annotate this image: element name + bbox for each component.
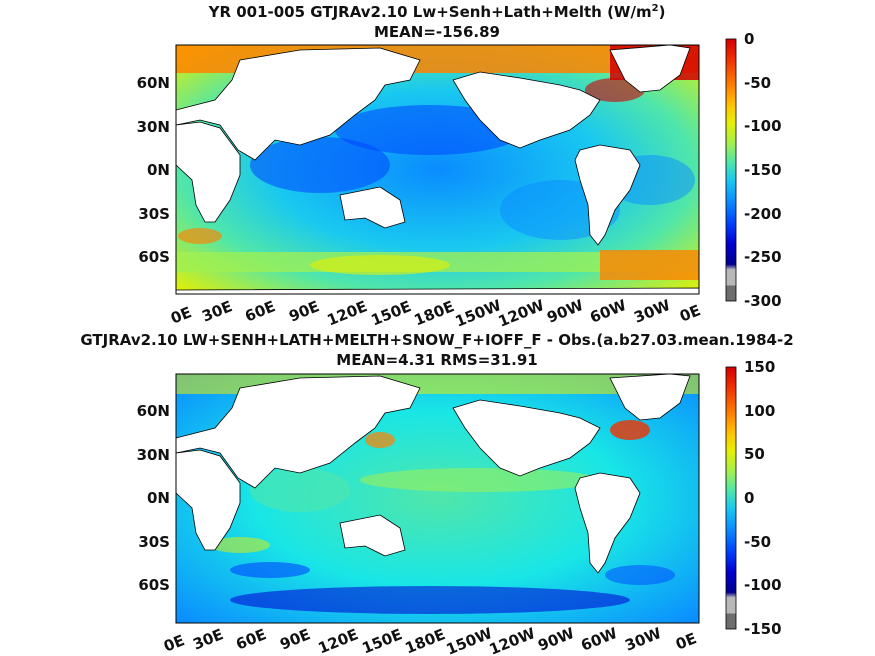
x-tick-label: 0E bbox=[677, 301, 703, 325]
colorbar-tick-label: 50 bbox=[744, 445, 765, 463]
y-tick-label: 0N bbox=[147, 161, 170, 179]
y-tick-label: 30N bbox=[137, 446, 170, 464]
panel-2-map bbox=[175, 373, 700, 624]
x-tick-label: 60E bbox=[242, 297, 278, 325]
panel-1-mean: MEAN=-156.89 bbox=[374, 23, 500, 41]
x-tick-label: 180E bbox=[402, 625, 447, 656]
x-tick-label: 30W bbox=[622, 624, 664, 655]
x-tick-label: 180E bbox=[411, 297, 456, 329]
x-tick-label: 90E bbox=[277, 625, 313, 653]
colorbar-tick-label: -50 bbox=[744, 533, 771, 551]
colorbar-tick-label: 150 bbox=[744, 358, 775, 376]
colorbar-tick-label: -200 bbox=[744, 205, 782, 223]
panel-2-title: GTJRAv2.10 LW+SENH+LATH+MELTH+SNOW_F+IOF… bbox=[80, 331, 793, 349]
panel-2-continents bbox=[175, 373, 691, 574]
x-tick-label: 60W bbox=[578, 624, 620, 655]
x-tick-label: 30E bbox=[190, 625, 226, 653]
x-tick-label: 0E bbox=[168, 303, 194, 327]
panel-1-colorbar: 0 -50 -100 -150 -200 -250 -300 bbox=[725, 30, 782, 310]
x-tick-label: 0E bbox=[161, 631, 187, 655]
panel-2-mean-rms: MEAN=4.31 RMS=31.91 bbox=[336, 351, 537, 369]
y-tick-label: 0N bbox=[147, 489, 170, 507]
x-tick-label: 150E bbox=[359, 625, 404, 656]
colorbar-tick-label: 0 bbox=[744, 489, 754, 507]
x-tick-label: 0E bbox=[673, 629, 699, 653]
panel-1-map bbox=[175, 44, 700, 295]
colorbar-tick-label: -100 bbox=[744, 117, 782, 135]
colorbar-tick-label: -50 bbox=[744, 74, 771, 92]
x-tick-label: 90E bbox=[286, 297, 322, 325]
x-tick-label: 90W bbox=[544, 296, 586, 327]
panel-1-title: YR 001-005 GTJRAv2.10 Lw+Senh+Lath+Melth… bbox=[208, 3, 666, 21]
colorbar-tick-label: -150 bbox=[744, 161, 782, 179]
y-tick-label: 60N bbox=[137, 402, 170, 420]
colorbar-tick-label: 0 bbox=[744, 30, 754, 48]
y-tick-label: 30N bbox=[137, 118, 170, 136]
panel-1-xaxis: 0E 30E 60E 90E 120E 150E 180E 150W 120W … bbox=[168, 296, 703, 331]
panel-2-colorbar: 150 100 50 0 -50 -100 -150 bbox=[725, 358, 782, 638]
panel-2: GTJRAv2.10 LW+SENH+LATH+MELTH+SNOW_F+IOF… bbox=[80, 331, 793, 656]
x-tick-label: 30E bbox=[199, 297, 235, 325]
colorbar-tick-label: -300 bbox=[744, 292, 782, 310]
x-tick-label: 30W bbox=[631, 296, 673, 327]
x-tick-label: 120W bbox=[496, 296, 548, 331]
y-tick-label: 60N bbox=[137, 74, 170, 92]
x-tick-label: 120E bbox=[324, 297, 369, 329]
x-tick-label: 120W bbox=[487, 624, 539, 656]
panel-2-xaxis: 0E 30E 60E 90E 120E 150E 180E 150W 120W … bbox=[161, 624, 699, 656]
x-tick-label: 90W bbox=[535, 624, 577, 655]
y-tick-label: 60S bbox=[138, 248, 170, 266]
colorbar-tick-label: 100 bbox=[744, 402, 775, 420]
y-tick-label: 30S bbox=[138, 205, 170, 223]
x-tick-label: 150E bbox=[368, 297, 413, 329]
y-tick-label: 60S bbox=[138, 576, 170, 594]
x-tick-label: 150W bbox=[444, 624, 496, 656]
panel-1-continents bbox=[175, 44, 700, 295]
colorbar-tick-label: -100 bbox=[744, 576, 782, 594]
x-tick-label: 120E bbox=[315, 625, 360, 656]
panel-1-yaxis: 60N 30N 0N 30S 60S bbox=[137, 74, 170, 266]
panel-1: YR 001-005 GTJRAv2.10 Lw+Senh+Lath+Melth… bbox=[137, 3, 782, 331]
colorbar-tick-label: -150 bbox=[744, 620, 782, 638]
x-tick-label: 60W bbox=[587, 296, 629, 327]
y-tick-label: 30S bbox=[138, 533, 170, 551]
colorbar-tick-label: -250 bbox=[744, 248, 782, 266]
panel-2-yaxis: 60N 30N 0N 30S 60S bbox=[137, 402, 170, 594]
x-tick-label: 60E bbox=[233, 625, 269, 653]
